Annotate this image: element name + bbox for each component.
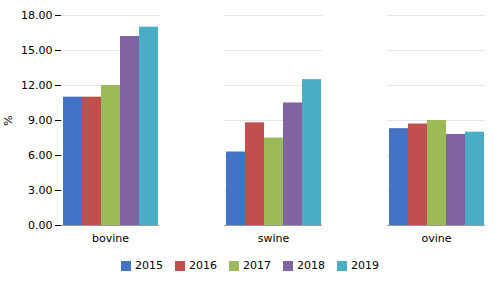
html-text:2016: 2016 [189,259,217,272]
html-text:2019: 2019 [351,259,379,272]
svg-text:%: % [2,115,15,125]
svg-text:6.00: 6.00 [28,149,53,162]
svg-text:bovine: bovine [92,232,129,245]
svg-text:swine: swine [258,232,290,245]
svg-text:9.00: 9.00 [28,114,53,127]
html-text:2015: 2015 [135,259,163,272]
svg-text:0.00: 0.00 [28,219,53,232]
svg-text:3.00: 3.00 [28,184,53,197]
html-text:2017: 2017 [243,259,271,272]
svg-text:12.00: 12.00 [21,79,53,92]
html-text:2018: 2018 [297,259,325,272]
svg-text:18.00: 18.00 [21,9,53,22]
svg-text:15.00: 15.00 [21,44,53,57]
svg-text:ovine: ovine [421,232,451,245]
